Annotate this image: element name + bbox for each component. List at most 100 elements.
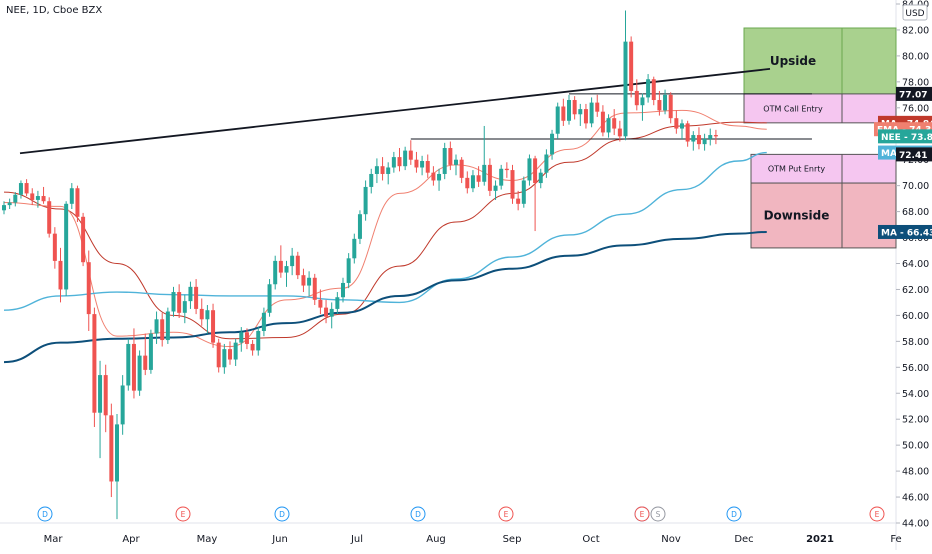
candle [239,327,244,352]
candle [561,98,566,126]
candle [533,155,538,232]
candle-body [482,164,487,182]
candle-body [341,282,345,298]
currency-label: USD [905,9,924,19]
candle-body [244,332,249,344]
zone-label: Downside [764,208,830,222]
candles [2,10,718,520]
candle [312,273,317,306]
candle-body [109,415,114,482]
candle [267,279,272,317]
candle-body [295,255,300,276]
candle [544,149,549,178]
candle-body [663,94,668,111]
candle-body [346,258,351,283]
candle-body [550,133,555,155]
y-tick-label: 60.00 [902,311,929,322]
y-tick-label: 70.00 [902,181,929,192]
price-label-text: 72.41 [899,151,927,161]
candle-body [75,188,80,217]
candle [442,142,447,180]
candle-body [13,194,18,203]
zone-2: OTM Put Enrty [750,153,897,184]
candle [148,329,153,374]
candle [352,233,357,264]
candle [335,292,340,315]
candle-body [160,319,165,341]
candle-body [335,297,340,309]
candle-body [696,135,701,145]
candle [612,109,617,136]
candle [278,245,283,278]
candle-body [561,106,566,121]
candle [115,414,119,520]
candle-body [600,111,605,133]
candle-body [307,277,312,286]
candle-body [516,198,521,204]
candle-body [612,118,617,129]
y-tick-label: 64.00 [902,259,929,270]
candle [510,164,515,204]
candle-body [544,154,549,173]
candle [583,103,588,129]
candle [211,303,216,348]
candle [623,10,628,141]
candle-body [64,203,69,290]
event-marker: E [498,506,514,522]
zone-box [750,153,897,184]
candle [64,201,69,296]
x-tick-label: Mar [44,534,64,545]
candle [504,162,509,178]
candle [41,186,46,204]
candle-body [284,266,289,273]
candle-body [143,355,148,370]
candle-body [668,94,673,119]
candle-body [239,332,244,343]
candle-body [685,123,690,142]
event-marker-label: E [181,510,186,519]
candle-body [182,301,187,313]
candle [301,268,306,293]
candle-body [680,123,684,129]
y-tick-label: 46.00 [902,493,929,504]
event-marker-label: E [875,510,880,519]
candle [459,157,464,184]
price-label-text: 77.07 [899,90,927,100]
candle-body [312,277,317,300]
candle-body [623,41,628,137]
candle-body [408,150,413,160]
candle [24,179,29,197]
zone-1: OTM Call Entry [743,93,897,124]
candle-body [374,166,379,174]
candle [284,260,289,287]
candle [482,125,487,186]
candle [499,164,504,190]
event-marker-label: D [279,510,285,519]
candle-body [640,97,645,106]
candle-body [92,314,97,413]
event-markers: DEDDEDESDE [37,506,885,522]
candle [69,183,74,210]
candle-body [583,109,588,124]
ma-line-0 [3,121,767,340]
candle-body [273,260,278,285]
candle-body [233,342,238,360]
candle-body [713,135,718,137]
candle-body [250,343,255,351]
price-label-text: NEE - 73.80 [881,133,932,143]
candle [634,79,639,111]
candle-body [278,260,283,273]
candle [617,120,622,142]
candle [668,92,673,124]
ma-line-1 [3,109,767,348]
event-marker: S [650,506,666,522]
candle [685,120,690,147]
candle-body [228,349,232,360]
y-tick-label: 62.00 [902,285,929,296]
candle-body [2,205,6,211]
candle-body [222,349,227,368]
candle [527,154,532,186]
y-tick-label: 82.00 [902,25,929,36]
